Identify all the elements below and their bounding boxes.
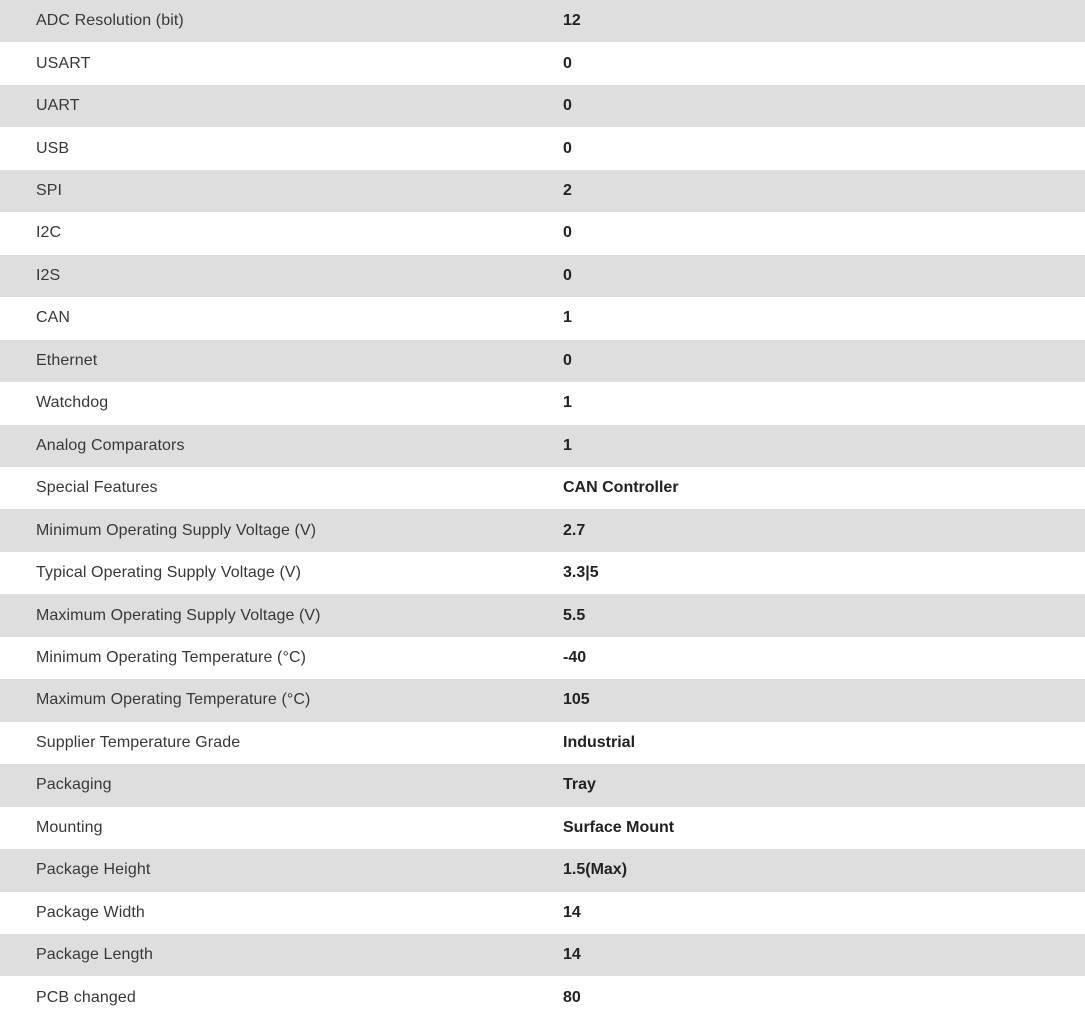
spec-row: Minimum Operating Temperature (°C) -40 [0,636,1085,680]
spec-attribute-value: 0 [563,97,572,115]
spec-attribute-label: I2C [36,224,62,242]
spec-row: PCB changed 80 [0,976,1085,1019]
spec-attribute-label: PCB changed [36,988,136,1006]
spec-row: UART 0 [0,84,1085,128]
spec-attribute-value: 1.5(Max) [563,861,628,879]
spec-attribute-value: 1 [563,309,572,327]
spec-attribute-value: 2 [563,182,572,200]
spec-row: ADC Resolution (bit) 12 [0,0,1085,43]
spec-row: I2S 0 [0,254,1085,298]
spec-attribute-label: Analog Comparators [36,436,185,454]
spec-attribute-value: 14 [563,946,581,964]
spec-attribute-label: ADC Resolution (bit) [36,12,184,30]
spec-row: Maximum Operating Temperature (°C) 105 [0,679,1085,722]
spec-attribute-value: 0 [563,139,572,157]
spec-attribute-label: Mounting [36,818,103,836]
spec-attribute-label: UART [36,97,80,115]
spec-row: Minimum Operating Supply Voltage (V) 2.7 [0,509,1085,552]
spec-attribute-label: Package Width [36,903,145,921]
spec-row: Ethernet 0 [0,339,1085,383]
spec-row: USART 0 [0,42,1085,85]
spec-attribute-label: Maximum Operating Supply Voltage (V) [36,606,321,624]
spec-row: USB 0 [0,127,1085,170]
spec-attribute-value: 0 [563,224,572,242]
spec-attribute-value: 3.3|5 [563,564,599,582]
spec-attribute-label: Maximum Operating Temperature (°C) [36,691,311,709]
spec-attribute-value: Industrial [563,733,636,751]
spec-row: SPI 2 [0,169,1085,213]
spec-row: Watchdog 1 [0,382,1085,425]
spec-row: Package Height 1.5(Max) [0,849,1085,892]
spec-attribute-value: Tray [563,776,596,794]
spec-attribute-value: Surface Mount [563,818,675,836]
spec-row: Package Width 14 [0,891,1085,934]
spec-attribute-label: Supplier Temperature Grade [36,733,241,751]
spec-row: Mounting Surface Mount [0,806,1085,850]
spec-attribute-label: Minimum Operating Temperature (°C) [36,649,307,667]
spec-row: Special Features CAN Controller [0,466,1085,510]
spec-attribute-label: Package Height [36,861,151,879]
spec-attribute-label: Typical Operating Supply Voltage (V) [36,564,302,582]
spec-attribute-value: 2.7 [563,521,586,539]
spec-row: I2C 0 [0,212,1085,255]
spec-row: Supplier Temperature Grade Industrial [0,721,1085,765]
spec-attribute-value: 105 [563,691,590,709]
spec-attribute-label: Special Features [36,479,158,497]
spec-row: Analog Comparators 1 [0,424,1085,467]
spec-attribute-value: 0 [563,351,572,369]
spec-attribute-label: Ethernet [36,351,98,369]
spec-row: CAN 1 [0,297,1085,340]
spec-attribute-value: 0 [563,54,572,72]
spec-attribute-value: 80 [563,988,581,1006]
spec-row: Packaging Tray [0,764,1085,807]
spec-attribute-label: USART [36,54,91,72]
spec-attribute-label: CAN [36,309,71,327]
spec-attribute-value: 0 [563,266,572,284]
spec-attribute-label: USB [36,139,70,157]
spec-attribute-label: Minimum Operating Supply Voltage (V) [36,521,317,539]
spec-attribute-value: 12 [563,12,581,30]
spec-attribute-label: Package Length [36,946,154,964]
spec-attribute-value: CAN Controller [563,479,679,497]
spec-attribute-label: SPI [36,182,63,200]
spec-attribute-value: 14 [563,903,581,921]
spec-attribute-label: Watchdog [36,394,109,412]
spec-attribute-value: 1 [563,436,572,454]
spec-attribute-value: 1 [563,394,572,412]
spec-attribute-label: I2S [36,266,61,284]
spec-row: Typical Operating Supply Voltage (V) 3.3… [0,551,1085,595]
spec-row: Package Length 14 [0,933,1085,977]
spec-attribute-value: -40 [563,649,587,667]
spec-attribute-label: Packaging [36,776,112,794]
spec-row: Maximum Operating Supply Voltage (V) 5.5 [0,594,1085,637]
spec-attribute-value: 5.5 [563,606,586,624]
